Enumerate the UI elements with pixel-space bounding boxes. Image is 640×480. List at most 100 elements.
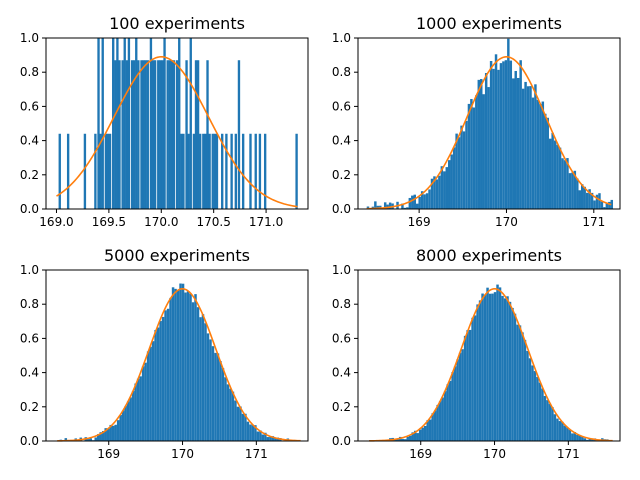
histogram-bar bbox=[87, 439, 90, 441]
histogram-bar bbox=[225, 133, 228, 209]
histogram-bar bbox=[571, 172, 574, 209]
histogram-bar bbox=[119, 415, 122, 441]
histogram-bar bbox=[111, 425, 115, 441]
histogram-bar bbox=[483, 294, 487, 441]
histogram-bar bbox=[595, 194, 599, 209]
chart-title: 8000 experiments bbox=[416, 246, 562, 265]
histogram-bar bbox=[121, 410, 125, 441]
histogram-bar bbox=[101, 431, 105, 441]
histogram-bar bbox=[556, 418, 559, 441]
x-tick-label: 169.5 bbox=[92, 215, 126, 229]
y-tick-label: 0.4 bbox=[20, 366, 39, 380]
histogram-bar bbox=[482, 94, 485, 209]
y-tick-label: 0.8 bbox=[20, 297, 39, 311]
histogram-bar bbox=[234, 400, 237, 441]
histogram-bar bbox=[140, 60, 143, 210]
histogram-bar bbox=[543, 395, 547, 441]
histogram-bar bbox=[561, 421, 564, 441]
chart-panel-3: 169 170 171 0.0 0.2 0.4 0.6 0.8 1.0 5000 experime… bbox=[20, 246, 309, 461]
y-tick-label: 0.4 bbox=[332, 366, 351, 380]
histogram-bar bbox=[254, 425, 257, 441]
histogram-bar bbox=[229, 388, 232, 441]
histogram-bar bbox=[153, 60, 157, 210]
histogram-bar bbox=[460, 125, 463, 209]
histogram-bar bbox=[266, 437, 270, 441]
histogram-bar bbox=[455, 133, 458, 209]
histogram-bar bbox=[129, 397, 132, 441]
histogram-bar bbox=[137, 60, 140, 210]
histogram-bar bbox=[576, 434, 579, 441]
histogram-bar bbox=[141, 366, 145, 441]
histogram-bar bbox=[415, 203, 419, 209]
axes-frame bbox=[357, 269, 621, 442]
histogram-bar bbox=[487, 87, 490, 209]
histogram-bar bbox=[511, 307, 514, 441]
histogram-bar bbox=[178, 38, 181, 209]
histogram-bar bbox=[166, 308, 170, 441]
histogram-bar bbox=[523, 339, 527, 441]
histogram-bar bbox=[526, 86, 530, 209]
histogram-bar bbox=[516, 324, 519, 441]
histogram-bar bbox=[491, 293, 494, 441]
y-tick-label: 0.2 bbox=[332, 168, 351, 182]
histogram-bar bbox=[468, 329, 472, 441]
histogram-bar bbox=[239, 406, 242, 441]
histogram-bar bbox=[209, 339, 212, 441]
histogram-bar bbox=[591, 438, 594, 441]
histogram-bar bbox=[259, 430, 262, 441]
histogram-bar bbox=[420, 191, 424, 209]
histogram-bar bbox=[214, 352, 217, 441]
y-tick-label: 0.0 bbox=[20, 434, 39, 448]
histogram-bar bbox=[135, 38, 138, 209]
histogram-bar bbox=[514, 70, 517, 209]
axes-frame bbox=[45, 269, 309, 442]
histogram-bar bbox=[130, 60, 134, 210]
histogram-bar bbox=[249, 424, 252, 441]
histogram-bar bbox=[566, 158, 569, 209]
histogram-bar bbox=[441, 397, 444, 441]
histogram-bar bbox=[208, 133, 211, 209]
histogram-bar bbox=[489, 61, 493, 209]
histogram-bar bbox=[544, 113, 547, 209]
histogram-bar bbox=[271, 436, 275, 441]
histogram-bar bbox=[114, 424, 117, 441]
histogram-bar bbox=[189, 293, 192, 441]
histogram-bar bbox=[116, 38, 119, 209]
histogram-bar bbox=[430, 178, 434, 209]
histogram-bar bbox=[186, 291, 190, 441]
histogram-bar bbox=[185, 60, 188, 210]
histogram-bar bbox=[396, 439, 399, 441]
histogram-bar bbox=[581, 184, 584, 209]
histogram-bar bbox=[126, 401, 130, 441]
histogram-bar bbox=[134, 383, 137, 441]
histogram-bar bbox=[258, 133, 262, 209]
histogram-bar bbox=[503, 298, 507, 441]
histogram-bar bbox=[237, 60, 241, 210]
histogram-bar bbox=[124, 405, 127, 441]
histogram-bar bbox=[151, 341, 155, 441]
histogram-bar bbox=[519, 60, 522, 209]
y-tick-label: 0.2 bbox=[20, 400, 39, 414]
histogram-bar bbox=[182, 133, 185, 209]
y-tick-label: 1.0 bbox=[20, 31, 39, 45]
histogram-bar bbox=[551, 407, 554, 441]
y-tick-label: 1.0 bbox=[332, 263, 351, 277]
histogram-bar bbox=[426, 420, 429, 441]
histogram-bar bbox=[241, 133, 245, 209]
histogram-bar bbox=[144, 362, 147, 441]
histogram-bar bbox=[154, 330, 157, 441]
histogram-bar bbox=[211, 346, 215, 441]
histogram-bar bbox=[472, 107, 476, 209]
histogram-bar bbox=[443, 391, 447, 441]
y-tick-label: 1.0 bbox=[20, 263, 39, 277]
x-tick-label: 170 bbox=[495, 215, 518, 229]
histogram-bar bbox=[548, 403, 552, 441]
histogram-bar bbox=[97, 38, 100, 209]
y-tick-label: 0.8 bbox=[20, 65, 39, 79]
histogram-bar bbox=[163, 38, 166, 209]
histogram-bar bbox=[504, 60, 508, 210]
histogram-bar bbox=[224, 377, 227, 441]
histogram-bar bbox=[406, 436, 409, 441]
histogram-bar bbox=[463, 335, 467, 441]
histogram-bar bbox=[518, 325, 522, 441]
